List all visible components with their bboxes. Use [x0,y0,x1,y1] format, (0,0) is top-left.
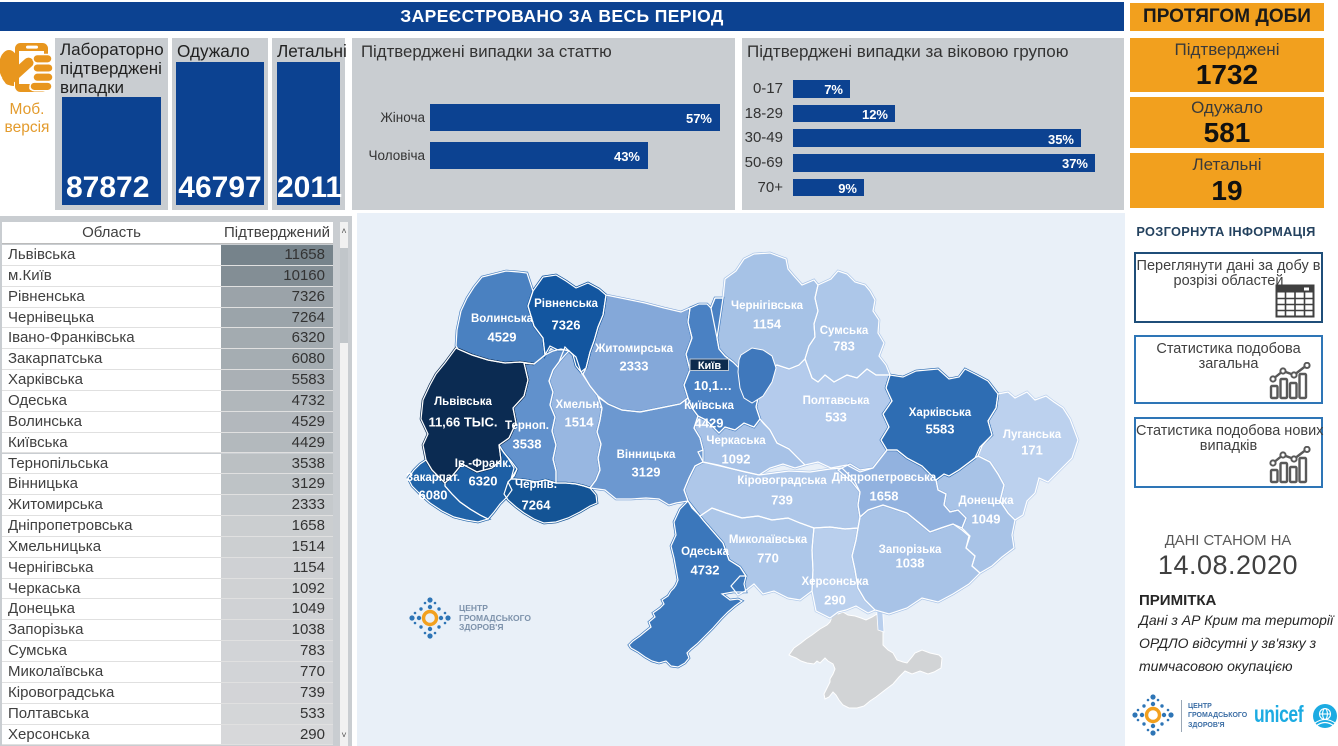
svg-text:Київська: Київська [684,400,734,412]
svg-text:290: 290 [824,593,846,608]
svg-text:10,1…: 10,1… [694,378,732,393]
svg-text:1154: 1154 [753,317,782,332]
svg-text:6320: 6320 [469,474,498,489]
svg-text:533: 533 [825,410,847,425]
svg-text:4732: 4732 [691,563,720,578]
svg-text:Кіровоградська: Кіровоградська [737,475,827,487]
svg-text:Волинська: Волинська [471,313,534,325]
svg-text:Терноп.: Терноп. [505,420,549,432]
svg-text:Львівська: Львівська [434,396,492,408]
svg-text:Ів.-Франк.: Ів.-Франк. [455,458,511,470]
svg-text:3538: 3538 [513,437,542,452]
svg-text:1038: 1038 [896,556,925,571]
svg-text:Запорізька: Запорізька [879,544,942,556]
svg-text:770: 770 [757,551,779,566]
svg-text:Миколаївська: Миколаївська [729,534,808,546]
svg-text:3129: 3129 [632,465,661,480]
svg-text:Черкаська: Черкаська [706,435,766,447]
svg-text:Київ: Київ [698,360,722,372]
svg-text:Закарпат.: Закарпат. [406,472,460,484]
svg-text:2333: 2333 [620,359,649,374]
svg-text:Рівненська: Рівненська [534,298,598,310]
svg-text:11,66 ТЫС.: 11,66 ТЫС. [428,415,497,430]
svg-text:Донецька: Донецька [959,495,1015,507]
svg-text:171: 171 [1021,443,1043,458]
svg-text:Сумська: Сумська [820,325,869,337]
svg-text:739: 739 [771,493,793,508]
svg-text:4429: 4429 [695,416,724,431]
svg-text:Чернігівська: Чернігівська [731,300,804,312]
svg-text:783: 783 [833,339,855,354]
svg-text:Луганська: Луганська [1003,429,1062,441]
svg-text:1514: 1514 [565,415,595,430]
svg-text:1049: 1049 [972,512,1001,527]
svg-text:1658: 1658 [870,489,899,504]
svg-text:Херсонська: Херсонська [801,576,869,588]
svg-text:1092: 1092 [722,452,751,467]
svg-text:Вінницька: Вінницька [617,449,676,461]
svg-text:Дніпропетровська: Дніпропетровська [832,472,937,484]
svg-text:Одеська: Одеська [681,546,729,558]
svg-text:7326: 7326 [552,318,581,333]
svg-text:4529: 4529 [488,330,517,345]
svg-text:Житомирська: Житомирська [594,343,674,355]
svg-text:Хмельн.: Хмельн. [555,399,602,411]
svg-text:7264: 7264 [522,498,552,513]
svg-text:Чернів.: Чернів. [515,479,557,491]
svg-text:5583: 5583 [926,422,955,437]
svg-text:6080: 6080 [419,488,448,503]
svg-text:Полтавська: Полтавська [803,395,870,407]
svg-text:Харківська: Харківська [909,407,972,419]
